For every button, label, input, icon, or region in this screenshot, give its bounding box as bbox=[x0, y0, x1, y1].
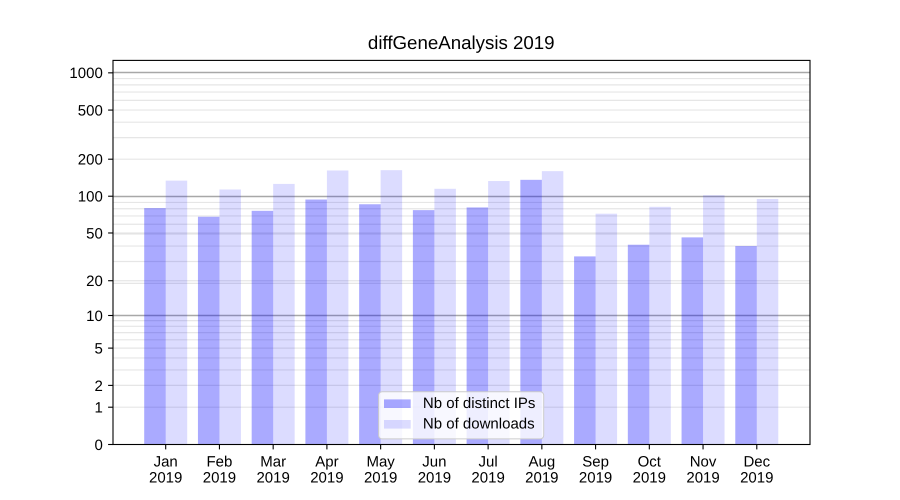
svg-text:2019: 2019 bbox=[310, 469, 343, 486]
svg-text:Mar: Mar bbox=[260, 453, 286, 470]
svg-text:Nov: Nov bbox=[690, 453, 717, 470]
svg-text:0: 0 bbox=[94, 437, 102, 454]
svg-text:500: 500 bbox=[78, 102, 103, 119]
svg-text:2019: 2019 bbox=[203, 469, 236, 486]
svg-text:Jun: Jun bbox=[422, 453, 446, 470]
svg-text:2019: 2019 bbox=[525, 469, 558, 486]
svg-text:2019: 2019 bbox=[149, 469, 182, 486]
svg-text:10: 10 bbox=[86, 308, 103, 325]
svg-text:May: May bbox=[366, 453, 395, 470]
svg-text:Nb of distinct IPs: Nb of distinct IPs bbox=[423, 395, 536, 412]
svg-text:Apr: Apr bbox=[315, 453, 338, 470]
svg-text:2019: 2019 bbox=[418, 469, 451, 486]
svg-text:2019: 2019 bbox=[633, 469, 666, 486]
svg-text:2019: 2019 bbox=[579, 469, 612, 486]
svg-text:2019: 2019 bbox=[740, 469, 773, 486]
svg-text:2019: 2019 bbox=[256, 469, 289, 486]
svg-text:100: 100 bbox=[78, 189, 103, 206]
svg-text:diffGeneAnalysis 2019: diffGeneAnalysis 2019 bbox=[368, 32, 555, 53]
svg-text:Feb: Feb bbox=[207, 453, 233, 470]
svg-text:Aug: Aug bbox=[528, 453, 555, 470]
svg-text:2019: 2019 bbox=[471, 469, 504, 486]
svg-text:200: 200 bbox=[78, 152, 103, 169]
svg-text:Sep: Sep bbox=[582, 453, 609, 470]
svg-text:Nb of downloads: Nb of downloads bbox=[423, 416, 535, 433]
svg-text:Jan: Jan bbox=[154, 453, 178, 470]
svg-text:20: 20 bbox=[86, 273, 103, 290]
svg-text:Dec: Dec bbox=[743, 453, 770, 470]
svg-text:Oct: Oct bbox=[638, 453, 662, 470]
svg-text:50: 50 bbox=[86, 225, 103, 242]
svg-text:5: 5 bbox=[94, 341, 102, 358]
svg-text:1000: 1000 bbox=[69, 65, 102, 82]
svg-text:2019: 2019 bbox=[686, 469, 719, 486]
svg-text:2: 2 bbox=[94, 378, 102, 395]
svg-text:2019: 2019 bbox=[364, 469, 397, 486]
svg-text:Jul: Jul bbox=[479, 453, 498, 470]
svg-text:1: 1 bbox=[94, 400, 102, 417]
